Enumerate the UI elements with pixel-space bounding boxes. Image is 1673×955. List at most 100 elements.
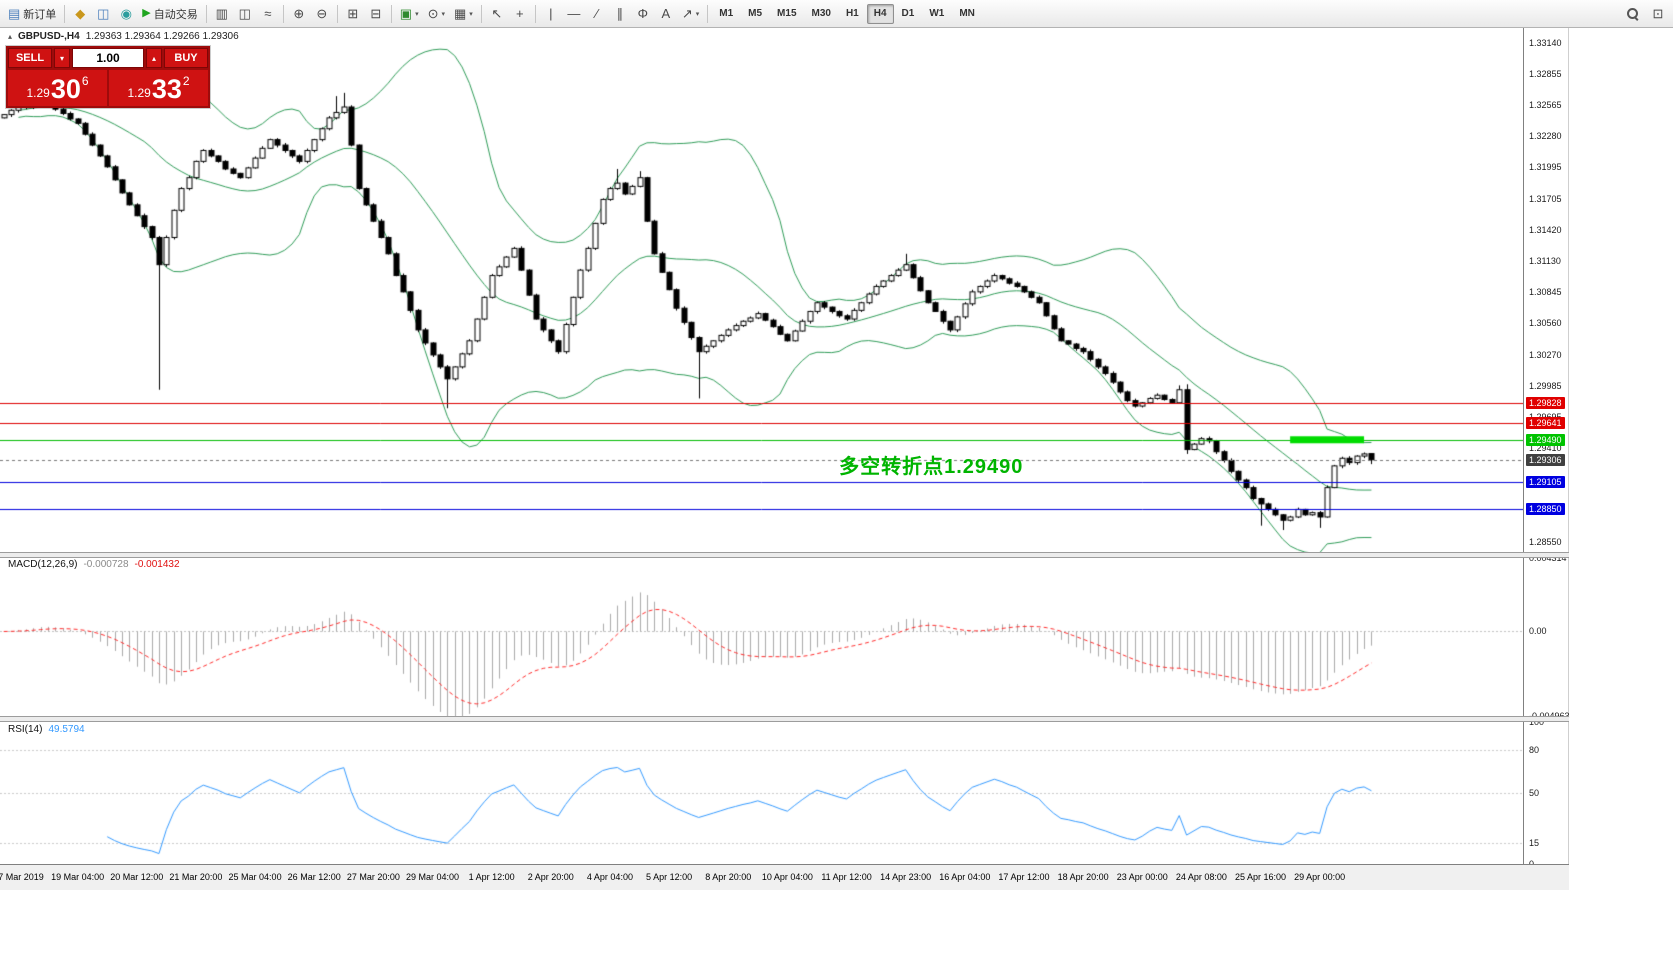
metaeditor-button[interactable]: ◆	[69, 3, 91, 25]
vertical-line-button[interactable]: |	[540, 3, 562, 25]
toolbar-separator	[282, 4, 284, 23]
fibonacci-button[interactable]: Φ	[632, 3, 654, 25]
line-chart-icon: ≈	[264, 6, 272, 21]
time-axis-label: 24 Apr 08:00	[1175, 872, 1227, 882]
autotrading-button[interactable]: ▶ 自动交易	[138, 3, 201, 25]
rsi-indicator-label: RSI(14) 49.5794	[8, 724, 85, 735]
timeframe-mn-button[interactable]: MN	[959, 8, 975, 19]
price-tag: 1.29306	[1526, 453, 1565, 466]
buy-price-prefix: 1.29	[127, 86, 151, 100]
new-order-button[interactable]: ▤ 新订单	[4, 3, 60, 25]
timeframe-m30-button[interactable]: M30	[811, 8, 831, 19]
price-tag: 1.28850	[1526, 503, 1565, 516]
time-axis-label: 18 Apr 20:00	[1057, 872, 1109, 882]
cursor-button[interactable]: ↖	[486, 3, 508, 25]
sell-price-button[interactable]: 1.29 30 6	[8, 70, 107, 106]
bar-chart-icon: ▥	[215, 6, 228, 21]
macd-name: MACD(12,26,9)	[8, 559, 78, 570]
arrow-tools-button[interactable]: ↗ ▾	[678, 3, 703, 25]
time-axis-label: 27 Mar 20:00	[346, 872, 400, 882]
candlestick-chart-button[interactable]: ◫	[234, 3, 256, 25]
panel-separator[interactable]	[0, 716, 1569, 722]
text-tool-button[interactable]: A	[655, 3, 677, 25]
chart-annotation-text[interactable]: 多空转折点1.29490	[839, 455, 1024, 478]
main-toolbar: ▤ 新订单 ◆ ◫ ◉ ▶ 自动交易 ▥ ◫ ≈ ⊕ ⊖ ⊞ ⊟ ▣ ▾ ⊙ ▾ ▦…	[0, 0, 1673, 28]
axis-tick-label: 1.31705	[1529, 193, 1562, 204]
macd-signal-value: -0.001432	[134, 559, 180, 570]
axis-tick-label: 15	[1529, 837, 1540, 848]
axis-tick-label: 0.004314	[1529, 553, 1567, 563]
timeframe-h1-button[interactable]: H1	[845, 8, 859, 19]
time-axis-label: 25 Mar 04:00	[228, 872, 282, 882]
sell-button[interactable]: SELL	[8, 48, 52, 68]
search-button[interactable]	[1621, 3, 1643, 25]
zoom-out-button[interactable]: ⊖	[311, 3, 333, 25]
time-axis-label: 21 Mar 20:00	[169, 872, 223, 882]
candlestick-chart-icon: ◫	[238, 6, 251, 21]
symbol-name: GBPUSD-,H4	[18, 31, 80, 42]
volume-down-button[interactable]: ▾	[54, 48, 70, 68]
sell-price-pip: 6	[81, 74, 89, 88]
crosshair-button[interactable]: +	[509, 3, 531, 25]
profiles-button[interactable]: ◫	[92, 3, 114, 25]
axis-tick-label: 1.29985	[1529, 380, 1562, 391]
timeframe-m15-button[interactable]: M15	[777, 8, 797, 19]
line-chart-button[interactable]: ≈	[257, 3, 279, 25]
axis-tick-label: 1.33140	[1529, 37, 1562, 48]
trendline-button[interactable]: ∕	[586, 3, 608, 25]
toolbar-separator	[205, 4, 207, 23]
time-axis-label: 5 Apr 12:00	[646, 872, 693, 882]
volume-input[interactable]	[72, 48, 144, 68]
time-axis-label: 29 Mar 04:00	[405, 872, 460, 882]
chevron-down-icon: ▾	[469, 10, 473, 18]
sell-price-main: 30	[50, 74, 81, 104]
rsi-value: 49.5794	[48, 724, 85, 735]
time-axis-label: 29 Apr 00:00	[1294, 872, 1346, 882]
time-axis-label: 16 Apr 04:00	[939, 872, 991, 882]
chart-canvas[interactable]	[0, 28, 1523, 864]
time-axis[interactable]: 17 Mar 2019 19 Mar 04:00 20 Mar 12:00 21 Ma…	[0, 864, 1569, 890]
axis-tick-label: 80	[1529, 745, 1540, 756]
zoom-in-icon: ⊕	[293, 6, 305, 21]
timeframe-m5-button[interactable]: M5	[748, 8, 763, 19]
channel-button[interactable]: ∥	[609, 3, 631, 25]
axis-tick-label: 100	[1529, 717, 1545, 727]
toolbar-separator	[64, 4, 66, 23]
rsi-name: RSI(14)	[8, 724, 43, 735]
chevron-up-icon: ▴	[151, 53, 156, 63]
timeframe-h4-button[interactable]: H4	[866, 3, 894, 24]
bar-chart-button[interactable]: ▥	[211, 3, 233, 25]
axis-tick-label: 1.32280	[1529, 131, 1562, 142]
horizontal-line-button[interactable]: —	[563, 3, 585, 25]
time-axis-label: 11 Apr 12:00	[821, 872, 872, 882]
trendline-icon: ∕	[595, 6, 598, 21]
data-window-button[interactable]: ◉	[115, 3, 137, 25]
price-axis[interactable]: 1.33140 1.32855 1.32565 1.32280 1.31995 1.317…	[1523, 28, 1570, 890]
indicators-button[interactable]: ▣ ▾	[396, 3, 423, 25]
axis-tick-label: 1.30845	[1529, 287, 1562, 298]
window-layout-button[interactable]: ⊡	[1647, 3, 1669, 25]
chevron-down-icon: ▾	[415, 10, 419, 18]
time-axis-label: 10 Apr 04:00	[761, 872, 813, 882]
new-chart-button[interactable]: ⊞	[342, 3, 364, 25]
timeframe-w1-button[interactable]: W1	[929, 8, 945, 19]
buy-button[interactable]: BUY	[164, 48, 208, 68]
panel-separator[interactable]	[0, 552, 1569, 558]
arrow-tools-icon: ↗	[681, 6, 693, 21]
axis-tick-label: 1.28550	[1529, 536, 1562, 547]
channel-icon: ∥	[616, 6, 624, 21]
zoom-in-button[interactable]: ⊕	[288, 3, 310, 25]
buy-price-pip: 2	[182, 74, 190, 88]
timeframe-m1-button[interactable]: M1	[719, 8, 734, 19]
templates-button[interactable]: ▦ ▾	[450, 3, 477, 25]
volume-up-button[interactable]: ▴	[146, 48, 162, 68]
buy-price-button[interactable]: 1.29 33 2	[109, 70, 208, 106]
time-axis-label: 23 Apr 00:00	[1116, 872, 1168, 882]
periods-button[interactable]: ⊙ ▾	[424, 3, 449, 25]
tile-windows-button[interactable]: ⊟	[365, 3, 387, 25]
chart-marker-icon: ▴	[8, 32, 13, 41]
tile-windows-icon: ⊟	[370, 6, 382, 21]
indicators-icon: ▣	[399, 6, 413, 21]
timeframe-d1-button[interactable]: D1	[901, 8, 915, 19]
time-axis-label: 17 Apr 12:00	[998, 872, 1050, 882]
